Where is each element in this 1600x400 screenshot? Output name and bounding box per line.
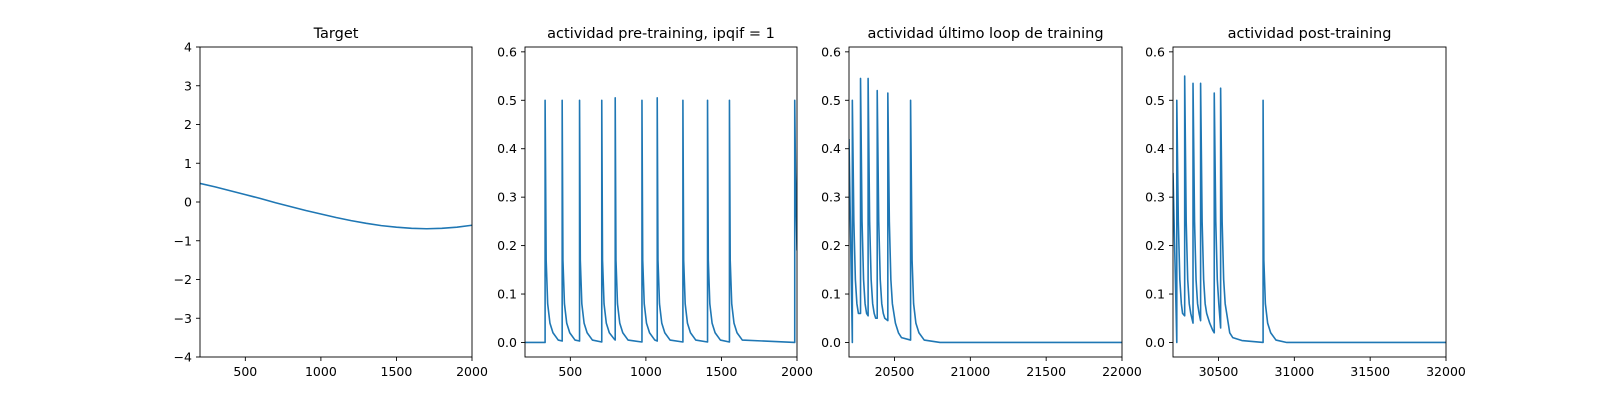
series-line-1 (1173, 75, 1446, 344)
x-tick-label: 1000 (305, 364, 337, 379)
y-tick-label: −3 (174, 311, 192, 326)
axes-frame (199, 46, 473, 358)
x-tick-label: 1000 (630, 364, 662, 379)
axes-frame (1172, 46, 1447, 358)
x-tick-label: 1500 (381, 364, 413, 379)
chart-title: actividad pre-training, ipqif = 1 (547, 26, 775, 42)
chart-1: Target 500 1000 1500 2000 −4 −3 −2 −1 0 1 2 3 4 (174, 26, 488, 379)
chart-title: actividad post-training (1228, 26, 1392, 42)
y-tick-label: 0.3 (1145, 190, 1165, 205)
y-tick-label: 0.2 (497, 238, 517, 253)
x-tick-label: 2000 (781, 364, 813, 379)
y-tick-label: 1 (184, 156, 192, 171)
y-tick-label: 0.1 (1145, 287, 1165, 302)
y-tick-label: 0.4 (497, 141, 517, 156)
y-tick-label: −1 (174, 233, 192, 248)
x-tick-label: 21500 (1026, 364, 1066, 379)
chart-4: actividad post-training 30500 31000 31500 32… (1145, 26, 1466, 379)
x-tick-label: 21000 (950, 364, 990, 379)
y-tick-label: 0 (184, 195, 192, 210)
chart-title: actividad último loop de training (867, 26, 1103, 42)
y-tick-label: −2 (174, 272, 192, 287)
y-tick-label: 0.3 (497, 190, 517, 205)
y-tick-label: 0.5 (1145, 93, 1165, 108)
series-line-1 (200, 182, 472, 230)
y-tick-label: 2 (184, 117, 192, 132)
y-tick-label: 4 (184, 40, 192, 55)
x-tick-label: 32000 (1426, 364, 1466, 379)
chart-title: Target (313, 26, 359, 42)
chart-2: actividad pre-training, ipqif = 1 500 1000… (497, 26, 813, 379)
x-tick-label: 31500 (1350, 364, 1390, 379)
x-tick-label: 2000 (456, 364, 488, 379)
y-tick-label: 0.2 (1145, 238, 1165, 253)
y-tick-label: 0.0 (1145, 335, 1165, 350)
y-tick-label: 0.5 (497, 93, 517, 108)
axes-frame (848, 46, 1123, 358)
y-tick-label: 0.2 (821, 238, 841, 253)
series-line-1 (525, 97, 797, 344)
x-tick-label: 22000 (1102, 364, 1142, 379)
y-tick-label: 0.4 (821, 141, 841, 156)
y-tick-label: 0.1 (821, 287, 841, 302)
y-tick-label: 0.5 (821, 93, 841, 108)
series-line-1 (849, 77, 1122, 344)
y-tick-label: 0.6 (1145, 44, 1165, 59)
x-tick-label: 1500 (706, 364, 738, 379)
x-tick-label: 31000 (1274, 364, 1314, 379)
y-tick-label: 0.6 (821, 44, 841, 59)
y-tick-label: 0.0 (821, 335, 841, 350)
y-tick-label: 0.3 (821, 190, 841, 205)
y-tick-label: 0.1 (497, 287, 517, 302)
x-tick-label: 30500 (1199, 364, 1239, 379)
y-tick-label: 0.4 (1145, 141, 1165, 156)
chart-3: actividad último loop de training 20500 21… (821, 26, 1142, 379)
y-tick-label: 0.0 (497, 335, 517, 350)
x-tick-label: 500 (233, 364, 257, 379)
axes-frame (524, 46, 798, 358)
y-tick-label: −4 (174, 350, 192, 365)
x-tick-label: 20500 (875, 364, 915, 379)
y-tick-label: 3 (184, 78, 192, 93)
x-tick-label: 500 (558, 364, 582, 379)
y-tick-label: 0.6 (497, 44, 517, 59)
